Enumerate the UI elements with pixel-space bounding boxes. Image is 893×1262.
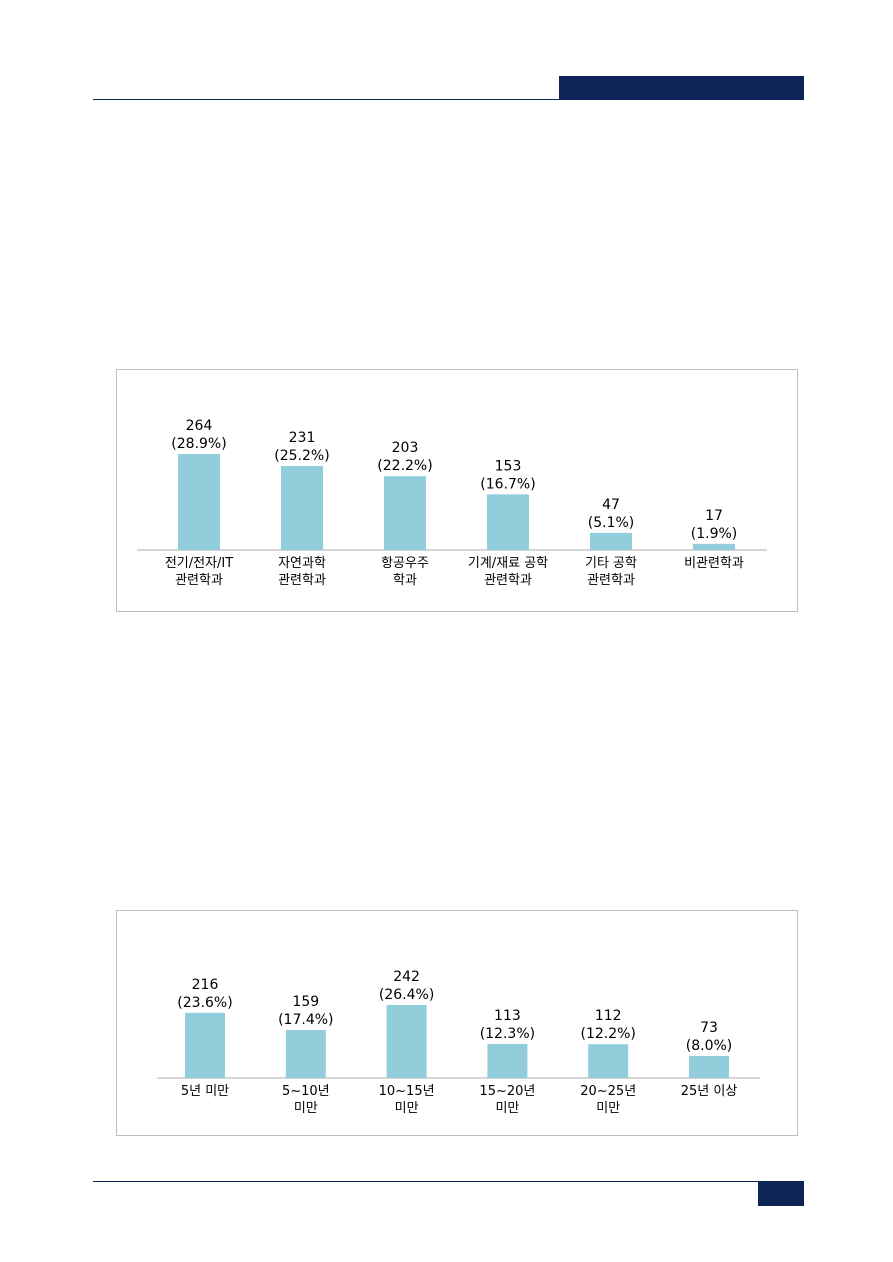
tick-label-1-line-1: 미만 (294, 1101, 318, 1116)
data-label-percent-2: (26.4%) (379, 987, 434, 1003)
bar-5 (689, 1055, 729, 1078)
tick-label-4-line-0: 20~25년 (580, 1084, 636, 1099)
data-label-percent-3: (16.7%) (480, 476, 535, 492)
tick-label-0-line-1: 관련학과 (175, 573, 223, 588)
data-label-value-4: 112 (595, 1008, 622, 1024)
bar-1 (281, 466, 323, 550)
bar-4 (590, 532, 632, 550)
bar-2 (386, 1005, 427, 1078)
bar-0 (185, 1012, 225, 1078)
tick-label-3-line-1: 미만 (495, 1101, 519, 1116)
tick-label-4-line-0: 기타 공학 (585, 556, 637, 571)
tick-label-1-line-0: 5~10년 (282, 1084, 330, 1099)
data-label-percent-2: (22.2%) (377, 458, 432, 474)
data-label-value-5: 73 (700, 1020, 718, 1036)
tick-label-2-line-0: 10~15년 (379, 1084, 435, 1099)
tick-label-4-line-1: 미만 (596, 1101, 620, 1116)
data-label-value-0: 264 (186, 418, 213, 434)
tick-label-5: 25년 이상 (681, 1084, 738, 1099)
bar-5 (693, 543, 735, 550)
data-label-percent-5: (8.0%) (686, 1038, 733, 1054)
data-label-value-2: 242 (393, 969, 420, 985)
data-label-value-3: 113 (494, 1008, 521, 1024)
data-label-percent-0: (28.9%) (171, 436, 226, 452)
data-label-percent-4: (12.2%) (580, 1026, 635, 1042)
tick-label-5: 비관련학과 (684, 556, 744, 571)
data-label-percent-3: (12.3%) (480, 1026, 535, 1042)
tick-label-0-line-0: 전기/전자/IT (165, 556, 233, 571)
tick-label-2-line-1: 학과 (393, 573, 417, 588)
bar-chart-svg: 264 (28.9%) 전기/전자/IT 관련학과 231 (25.2%) 자연과학관련학과… (137, 418, 767, 588)
tick-label-1-line-0: 자연과학 (278, 556, 326, 571)
data-label-percent-4: (5.1%) (588, 515, 635, 531)
data-label-percent-5: (1.9%) (691, 526, 738, 542)
tick-label-3-line-0: 15~20년 (479, 1084, 535, 1099)
header-accent-block (559, 76, 804, 100)
tick-label-2-line-1: 미만 (395, 1101, 419, 1116)
data-label-percent-1: (17.4%) (278, 1012, 333, 1028)
page-number-block (758, 1182, 804, 1206)
bar-2 (384, 476, 426, 550)
data-label-value-2: 203 (392, 440, 419, 456)
tick-label-1-line-1: 관련학과 (278, 573, 326, 588)
data-label-value-1: 231 (289, 430, 316, 446)
header-rule (93, 99, 804, 100)
data-label-value-3: 153 (495, 458, 522, 474)
data-label-value-4: 47 (602, 497, 620, 513)
bar-4 (588, 1044, 629, 1078)
data-label-value-1: 159 (292, 994, 319, 1010)
tick-label-3-line-0: 기계/재료 공학 (468, 556, 548, 571)
bar-1 (285, 1030, 326, 1078)
data-label-percent-1: (25.2%) (274, 448, 329, 464)
data-label-percent-0: (23.6%) (177, 995, 232, 1011)
data-label-value-5: 17 (705, 508, 723, 524)
bar-3 (487, 494, 529, 550)
tick-label-2-line-0: 항공우주 (381, 556, 429, 571)
bar-3 (487, 1043, 528, 1078)
tick-label-4-line-1: 관련학과 (587, 573, 635, 588)
data-label-value-0: 216 (192, 977, 219, 993)
footer-rule (93, 1181, 804, 1182)
bar-0 (178, 454, 220, 550)
tick-label-3-line-1: 관련학과 (484, 573, 532, 588)
tick-label-0: 5년 미만 (181, 1084, 229, 1099)
